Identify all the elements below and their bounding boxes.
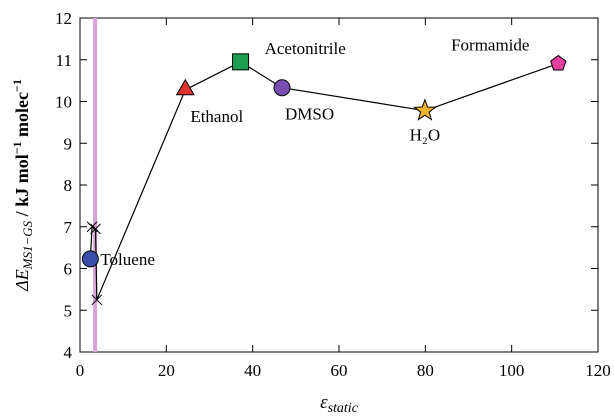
point-label: DMSO <box>285 105 334 124</box>
point-label: Formamide <box>451 36 529 55</box>
y-label-sub: MS1−GS <box>20 220 35 270</box>
marker <box>232 53 250 71</box>
y-tick-label: 11 <box>56 51 72 70</box>
x-tick-label: 0 <box>76 361 85 380</box>
data-line <box>89 61 559 301</box>
y-tick-label: 8 <box>64 176 73 195</box>
point-label: H₂O <box>410 126 440 145</box>
y-label-unit: molec <box>12 92 32 141</box>
x-tick-label: 80 <box>417 361 434 380</box>
marker <box>81 250 99 268</box>
y-label-exp: −1 <box>10 141 24 154</box>
marker <box>90 223 101 235</box>
x-tick-label: 100 <box>499 361 525 380</box>
marker <box>413 98 437 121</box>
x-axis-label: εstatic <box>320 392 359 416</box>
y-tick-label: 10 <box>55 93 72 112</box>
plot-frame <box>79 17 599 353</box>
x-tick-label: 20 <box>158 361 175 380</box>
marker <box>91 294 103 306</box>
marker <box>550 54 567 71</box>
x-label-sub: static <box>328 401 359 416</box>
y-label-main: ΔE <box>12 269 32 292</box>
marker <box>86 221 98 233</box>
x-tick-label: 40 <box>244 361 261 380</box>
y-label-exp: −1 <box>10 79 24 92</box>
y-tick-label: 5 <box>64 301 73 320</box>
x-tick-label: 60 <box>331 361 348 380</box>
y-tick-label: 12 <box>55 9 72 28</box>
point-label: Acetonitrile <box>265 39 346 58</box>
point-label: Toluene <box>100 250 155 269</box>
marker <box>175 78 195 96</box>
y-axis-label: ΔEMS1−GS / kJ mol−1 molec−1 <box>10 79 35 292</box>
x-tick-label: 120 <box>585 361 611 380</box>
y-label-unit: / kJ mol <box>12 154 32 221</box>
y-tick-label: 4 <box>64 343 73 362</box>
y-tick-label: 9 <box>64 134 73 153</box>
y-tick-label: 6 <box>64 260 73 279</box>
marker <box>273 79 291 97</box>
x-label-main: ε <box>320 392 328 413</box>
y-tick-label: 7 <box>64 218 73 237</box>
point-label: Ethanol <box>190 107 243 126</box>
